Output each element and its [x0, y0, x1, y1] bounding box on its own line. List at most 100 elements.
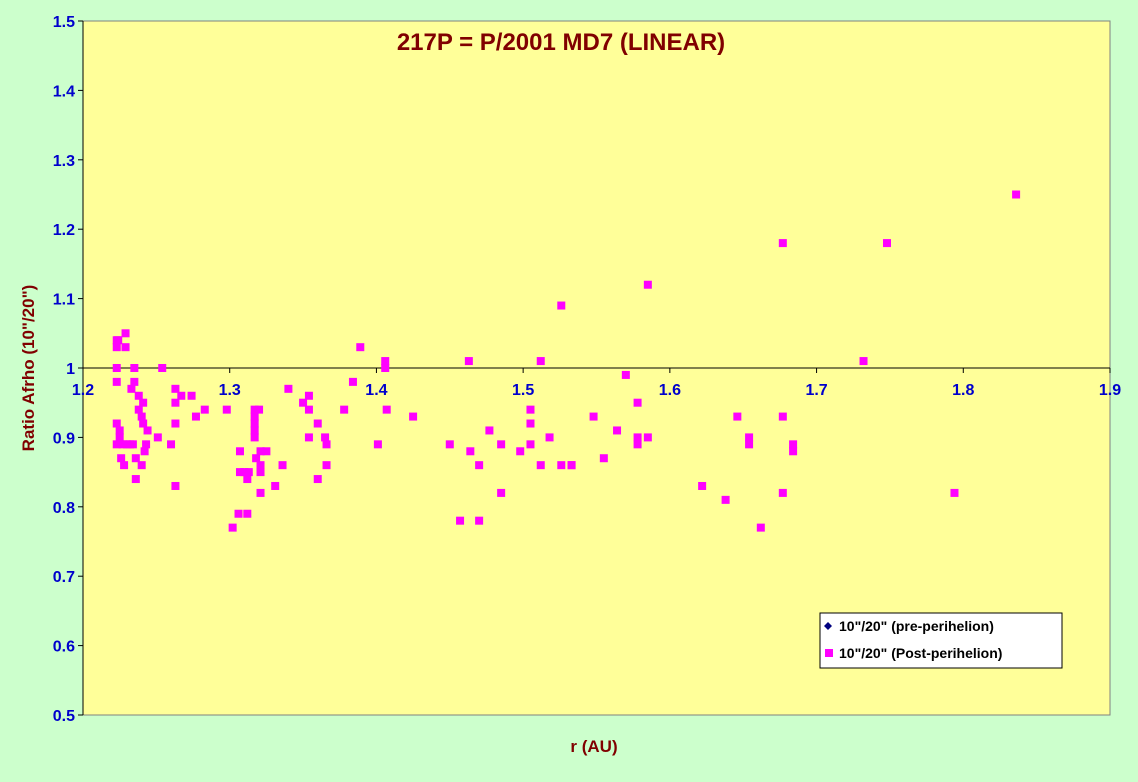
data-point-post-perihelion	[745, 440, 754, 449]
data-point-post-perihelion	[256, 461, 265, 470]
data-point-post-perihelion	[250, 426, 259, 435]
data-point-post-perihelion	[322, 440, 331, 449]
data-point-post-perihelion	[158, 364, 167, 372]
data-point-post-perihelion	[200, 405, 209, 414]
data-point-post-perihelion	[139, 398, 148, 407]
data-point-post-perihelion	[191, 412, 200, 421]
data-point-post-perihelion	[882, 239, 891, 248]
data-point-post-perihelion	[1012, 190, 1021, 199]
data-point-post-perihelion	[409, 412, 418, 421]
data-point-post-perihelion	[130, 364, 139, 372]
data-point-post-perihelion	[222, 405, 231, 414]
legend: 10"/20" (pre-perihelion) 10"/20" (Post-p…	[819, 612, 1063, 669]
data-point-post-perihelion	[171, 384, 180, 393]
data-point-post-perihelion	[464, 357, 473, 366]
data-point-post-perihelion	[698, 481, 707, 490]
data-point-post-perihelion	[112, 364, 121, 372]
legend-pre-perihelion-label: 10"/20" (pre-perihelion)	[839, 618, 994, 634]
data-point-post-perihelion	[950, 488, 959, 497]
data-point-post-perihelion	[130, 377, 139, 386]
data-point-post-perihelion	[243, 509, 252, 518]
data-point-post-perihelion	[475, 516, 484, 525]
data-point-post-perihelion	[228, 523, 237, 532]
data-point-post-perihelion	[131, 475, 140, 484]
data-point-post-perihelion	[789, 440, 798, 449]
data-point-post-perihelion	[778, 412, 787, 421]
x-axis	[82, 367, 1111, 373]
x-tick-label: 1.3	[219, 382, 241, 399]
y-tick-label: 0.6	[53, 639, 75, 656]
data-point-post-perihelion	[733, 412, 742, 421]
data-point-post-perihelion	[340, 405, 349, 414]
data-point-post-perihelion	[121, 343, 130, 352]
data-point-post-perihelion	[255, 405, 264, 414]
legend-pre-perihelion-marker	[824, 622, 832, 630]
x-tick-label: 1.4	[365, 382, 387, 399]
legend-post-perihelion-marker	[825, 649, 833, 657]
data-point-post-perihelion	[112, 440, 121, 449]
data-point-post-perihelion	[153, 433, 162, 442]
y-tick-label: 1.2	[53, 222, 75, 239]
x-tick-label: 1.8	[952, 382, 974, 399]
data-point-post-perihelion	[256, 488, 265, 497]
data-point-post-perihelion	[137, 461, 146, 470]
data-point-post-perihelion	[321, 433, 330, 442]
data-point-post-perihelion	[140, 447, 149, 456]
data-point-post-perihelion	[250, 419, 259, 428]
y-tick-label: 0.8	[53, 500, 75, 517]
data-point-post-perihelion	[633, 440, 642, 449]
data-point-post-perihelion	[536, 357, 545, 366]
data-point-post-perihelion	[589, 412, 598, 421]
data-point-post-perihelion	[142, 440, 151, 449]
data-point-post-perihelion	[485, 426, 494, 435]
data-point-post-perihelion	[545, 433, 554, 442]
data-point-post-perihelion	[171, 419, 180, 428]
data-point-post-perihelion	[244, 468, 253, 477]
data-point-post-perihelion	[643, 280, 652, 289]
data-point-post-perihelion	[348, 377, 357, 386]
y-tick-label: 0.7	[53, 569, 75, 586]
data-point-post-perihelion	[252, 454, 261, 463]
data-point-post-perihelion	[120, 461, 129, 470]
x-tick-labels: 1.2 1.3 1.4 1.5 1.6 1.7 1.8 1.9	[72, 382, 1121, 399]
data-point-post-perihelion	[240, 468, 249, 477]
data-point-post-perihelion	[557, 301, 566, 310]
x-tick-label: 1.5	[512, 382, 534, 399]
data-point-post-perihelion	[778, 488, 787, 497]
data-point-post-perihelion	[381, 357, 390, 366]
x-axis-label: r (AU)	[570, 737, 617, 756]
data-point-post-perihelion	[382, 405, 391, 414]
legend-post-perihelion-label: 10"/20" (Post-perihelion)	[839, 645, 1002, 661]
data-point-post-perihelion	[304, 433, 313, 442]
data-point-post-perihelion	[313, 475, 322, 484]
data-point-post-perihelion	[466, 447, 475, 456]
data-point-post-perihelion	[859, 357, 868, 366]
data-point-post-perihelion	[633, 398, 642, 407]
data-point-post-perihelion	[278, 461, 287, 470]
y-tick-label: 1.3	[53, 153, 75, 170]
data-point-post-perihelion	[526, 419, 535, 428]
x-tick-label: 1.6	[659, 382, 681, 399]
y-tick-label: 1.5	[53, 14, 75, 31]
data-point-post-perihelion	[621, 370, 630, 379]
data-point-post-perihelion	[599, 454, 608, 463]
data-point-post-perihelion	[235, 468, 244, 477]
data-point-post-perihelion	[167, 440, 176, 449]
y-tick-label: 0.5	[53, 708, 75, 725]
x-tick-label: 1.2	[72, 382, 94, 399]
data-point-post-perihelion	[613, 426, 622, 435]
data-point-post-perihelion	[250, 405, 259, 414]
chart-title: 217P = P/2001 MD7 (LINEAR)	[397, 29, 725, 56]
data-point-post-perihelion	[497, 488, 506, 497]
legend-box	[819, 612, 1063, 669]
data-point-post-perihelion	[115, 433, 124, 442]
data-point-post-perihelion	[633, 433, 642, 442]
data-point-post-perihelion	[456, 516, 465, 525]
y-tick-label: 1.4	[53, 83, 75, 100]
data-point-post-perihelion	[117, 454, 126, 463]
data-point-post-perihelion	[322, 461, 331, 470]
data-point-post-perihelion	[567, 461, 576, 470]
data-point-post-perihelion	[721, 495, 730, 504]
data-point-post-perihelion	[131, 454, 140, 463]
